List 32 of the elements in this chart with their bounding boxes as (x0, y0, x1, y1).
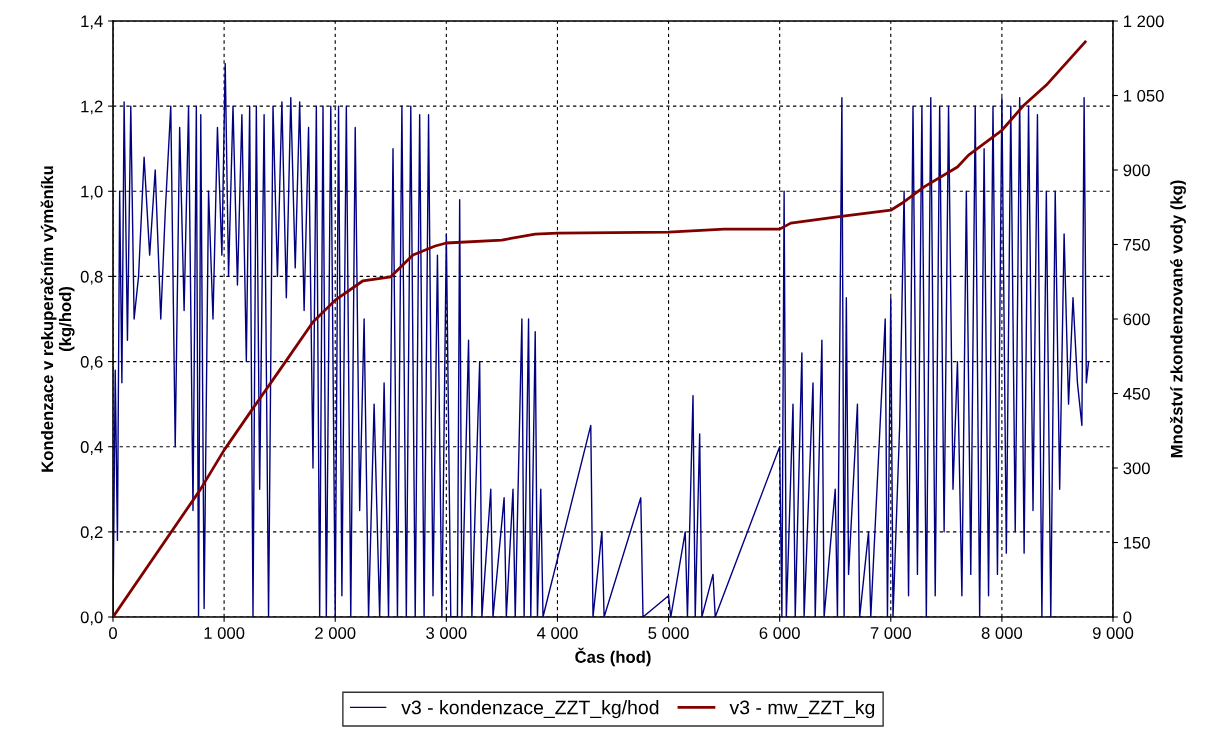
x-tick-label: 9 000 (1092, 627, 1134, 639)
x-tick-label: 4 000 (536, 627, 578, 639)
x-tick-label: 8 000 (981, 627, 1023, 639)
y-axis-title: Kondenzace v rekuperačním výměníku (kg/hod) (40, 166, 75, 472)
y2-tick-label: 750 (1123, 238, 1150, 251)
y2-axis-title: Množství zkondenzované vody (kg) (1169, 180, 1186, 458)
x-tick-label: 5 000 (648, 627, 689, 639)
y-tick-label: 0,4 (80, 441, 103, 455)
y2-tick-label: 450 (1123, 387, 1150, 400)
y-tick-label: 1,4 (81, 15, 103, 30)
y2-tick-label: 300 (1123, 462, 1150, 475)
x-axis-title: Čas (hod) (575, 647, 651, 667)
legend-label: v3 - kondenzace_ZZT_kg/hod (401, 700, 659, 719)
y-tick-label: 1,2 (81, 100, 103, 115)
legend-label: v3 - mw_ZZT_kg (729, 700, 875, 719)
y2-tick-label: 600 (1123, 313, 1150, 326)
y2-tick-label: 150 (1123, 536, 1150, 549)
x-tick-label: 3 000 (426, 627, 467, 639)
y-tick-label: 1,0 (81, 185, 103, 200)
y2-tick-label: 0 (1123, 611, 1132, 624)
y2-tick-label: 900 (1123, 164, 1150, 177)
y2-tick-label: 1 050 (1123, 89, 1164, 102)
y-tick-label: 0,6 (80, 355, 103, 370)
x-tick-label: 7 000 (870, 627, 911, 639)
y-tick-label: 0,0 (80, 611, 103, 626)
y-tick-label: 0,2 (80, 526, 103, 541)
x-tick-label: 0 (109, 627, 117, 639)
x-tick-label: 1 000 (204, 627, 245, 639)
y2-tick-label: 1 200 (1123, 15, 1164, 28)
y-tick-label: 0,8 (80, 270, 103, 285)
x-tick-label: 6 000 (759, 627, 800, 639)
x-tick-label: 2 000 (315, 627, 356, 639)
